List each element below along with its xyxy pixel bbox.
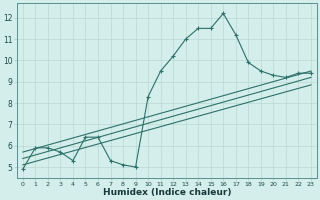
X-axis label: Humidex (Indice chaleur): Humidex (Indice chaleur) (103, 188, 231, 197)
